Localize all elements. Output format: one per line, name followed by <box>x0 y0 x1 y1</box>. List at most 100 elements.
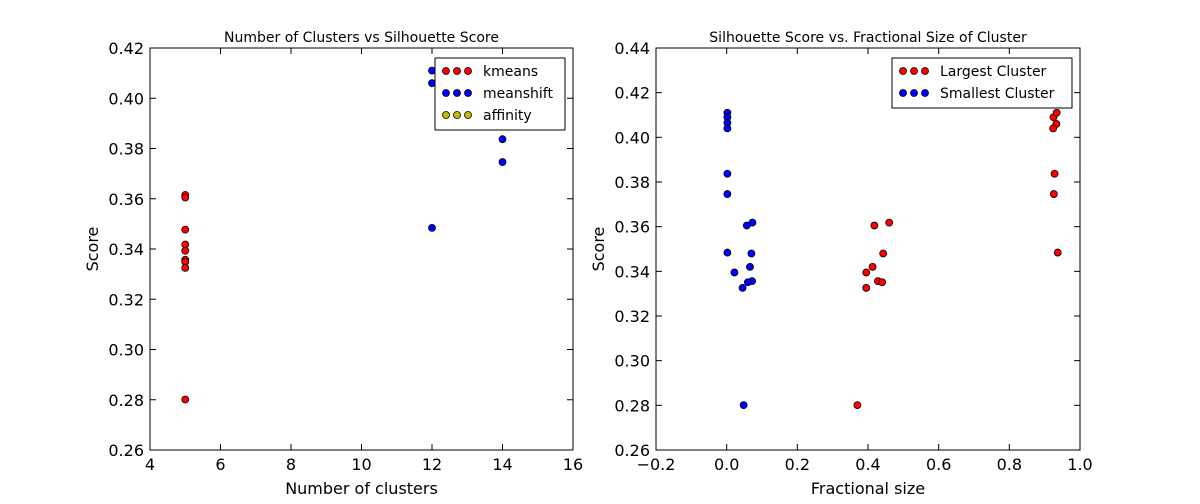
data-point-largest-cluster <box>885 218 894 227</box>
x-tick-label: −0.2 <box>637 455 676 474</box>
y-tick-label: 0.30 <box>108 341 144 360</box>
legend-label: affinity <box>483 108 532 124</box>
legend-label: Smallest Cluster <box>940 86 1055 102</box>
legend-marker <box>453 89 461 97</box>
data-point-smallest-cluster <box>723 169 732 178</box>
x-tick-label: 1.0 <box>1067 455 1092 474</box>
plot-frame <box>149 47 574 451</box>
y-tick-label: 0.40 <box>614 128 650 147</box>
x-tick-label: 6 <box>215 455 225 474</box>
y-tick-label: 0.32 <box>108 290 144 309</box>
chart-title: Number of Clusters vs Silhouette Score <box>224 30 499 46</box>
x-tick-label: 0.0 <box>714 455 739 474</box>
legend-marker <box>442 89 450 97</box>
data-point-largest-cluster <box>870 221 879 230</box>
x-tick-label: 0.8 <box>997 455 1022 474</box>
x-tick-label: 4 <box>145 455 155 474</box>
legend: kmeans meanshift affinity <box>434 57 566 131</box>
x-tick-label: 16 <box>563 455 583 474</box>
data-point-largest-cluster <box>862 268 871 277</box>
x-tick-label: 12 <box>422 455 442 474</box>
y-tick-label: 0.36 <box>108 190 144 209</box>
legend-marker <box>899 89 907 97</box>
legend-marker <box>910 89 918 97</box>
x-tick-label: 0.4 <box>855 455 880 474</box>
y-tick-label: 0.42 <box>108 39 144 58</box>
data-point-largest-cluster <box>1049 190 1058 198</box>
y-tick-label: 0.30 <box>614 352 650 371</box>
legend-box <box>891 57 1073 109</box>
chart-left: Number of Clusters vs Silhouette Score 4 6… <box>83 30 583 498</box>
y-tick-label: 0.36 <box>614 218 650 237</box>
data-point-largest-cluster <box>868 262 877 271</box>
data-point-kmeans <box>181 263 190 272</box>
x-tick-label: 10 <box>351 455 371 474</box>
legend-marker <box>921 67 929 75</box>
y-tick-label: 0.34 <box>614 262 650 281</box>
legend-marker <box>442 111 450 119</box>
data-point-largest-cluster <box>879 249 888 258</box>
data-point-largest-cluster <box>853 401 862 410</box>
x-tick-label: 0.2 <box>785 455 810 474</box>
data-point-kmeans <box>181 193 190 202</box>
data-point-largest-cluster <box>862 283 871 292</box>
legend-label: Largest Cluster <box>940 64 1047 80</box>
data-point-meanshift <box>498 135 507 144</box>
y-tick-label: 0.38 <box>614 173 650 192</box>
y-tick-label: 0.40 <box>108 89 144 108</box>
data-point-meanshift <box>428 79 436 88</box>
data-point-smallest-cluster <box>742 221 751 230</box>
y-axis-label: Score <box>83 227 102 272</box>
data-point-meanshift <box>498 158 507 166</box>
data-point-kmeans <box>181 225 190 234</box>
data-point-meanshift <box>428 223 436 232</box>
legend-marker <box>921 89 929 97</box>
data-point-kmeans <box>181 246 190 255</box>
y-tick-label: 0.28 <box>108 391 144 410</box>
data-point-kmeans <box>181 395 190 404</box>
data-point-smallest-cluster <box>738 283 747 292</box>
data-point-smallest-cluster <box>739 401 748 410</box>
plot-frame <box>655 47 1081 451</box>
x-axis-label: Number of clusters <box>285 479 438 498</box>
data-point-smallest-cluster <box>723 248 732 257</box>
legend-marker <box>453 111 461 119</box>
x-tick-label: 8 <box>286 455 296 474</box>
legend-label: kmeans <box>483 64 538 80</box>
data-point-smallest-cluster <box>723 190 732 198</box>
y-tick-label: 0.38 <box>108 140 144 159</box>
y-tick-label: 0.26 <box>108 441 144 460</box>
data-point-largest-cluster <box>1050 169 1059 178</box>
data-point-smallest-cluster <box>747 249 756 258</box>
legend-marker <box>899 67 907 75</box>
data-point-meanshift <box>428 66 436 75</box>
y-tick-label: 0.44 <box>614 39 650 58</box>
y-tick-label: 0.28 <box>614 396 650 415</box>
data-point-smallest-cluster <box>743 278 752 287</box>
y-tick-label: 0.32 <box>614 307 650 326</box>
chart-title: Silhouette Score vs. Fractional Size of … <box>709 30 1027 46</box>
legend-marker <box>442 67 450 75</box>
data-point-largest-cluster <box>1052 108 1061 117</box>
legend-marker <box>453 67 461 75</box>
y-tick-label: 0.42 <box>614 84 650 103</box>
x-axis-label: Fractional size <box>811 479 925 498</box>
legend-marker <box>464 111 472 119</box>
data-point-smallest-cluster <box>723 124 732 133</box>
data-point-largest-cluster <box>1049 124 1058 133</box>
legend-marker <box>464 89 472 97</box>
y-tick-label: 0.26 <box>614 441 650 460</box>
legend-label: meanshift <box>483 86 553 102</box>
data-point-largest-cluster <box>878 278 887 287</box>
data-point-smallest-cluster <box>730 268 739 277</box>
chart-right: Silhouette Score vs. Fractional Size of … <box>589 30 1093 498</box>
data-point-smallest-cluster <box>746 262 754 271</box>
data-point-largest-cluster <box>1053 248 1062 257</box>
y-tick-label: 0.34 <box>108 240 144 259</box>
legend-marker <box>464 67 472 75</box>
legend: Largest Cluster Smallest Cluster <box>891 57 1073 109</box>
x-tick-label: 14 <box>492 455 512 474</box>
legend-marker <box>910 67 918 75</box>
